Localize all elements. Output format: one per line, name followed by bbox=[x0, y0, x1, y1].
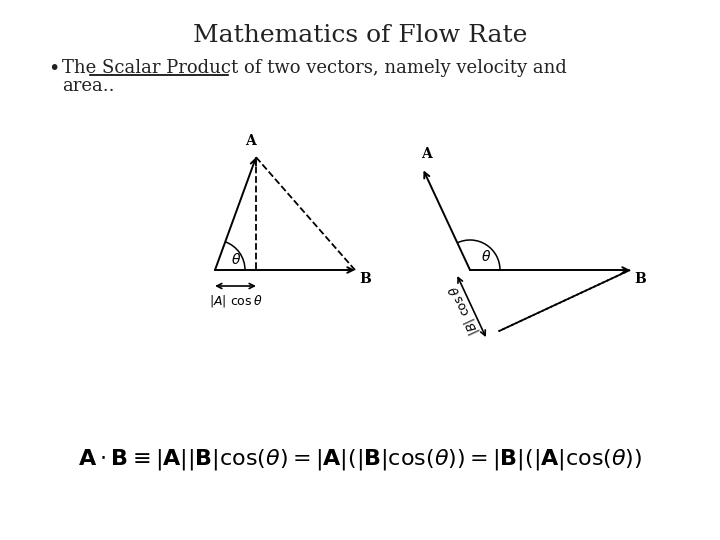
Text: Mathematics of Flow Rate: Mathematics of Flow Rate bbox=[193, 24, 527, 46]
Text: A: A bbox=[245, 134, 256, 149]
Text: B: B bbox=[359, 272, 371, 286]
Text: $\theta$: $\theta$ bbox=[482, 249, 492, 264]
Text: B: B bbox=[634, 272, 646, 286]
Text: $|A|\ \cos\theta$: $|A|\ \cos\theta$ bbox=[209, 293, 262, 309]
Text: $\mathbf{A} \cdot \mathbf{B} \equiv |\mathbf{A}||\mathbf{B}|\cos(\theta) = |\mat: $\mathbf{A} \cdot \mathbf{B} \equiv |\ma… bbox=[78, 448, 642, 472]
Text: A: A bbox=[421, 147, 432, 161]
Text: $\theta$: $\theta$ bbox=[231, 252, 241, 267]
Text: area..: area.. bbox=[62, 77, 114, 95]
Text: •: • bbox=[48, 58, 59, 78]
Text: $|B|\ \cos\theta$: $|B|\ \cos\theta$ bbox=[446, 282, 483, 338]
Text: The Scalar Product of two vectors, namely velocity and: The Scalar Product of two vectors, namel… bbox=[62, 59, 567, 77]
